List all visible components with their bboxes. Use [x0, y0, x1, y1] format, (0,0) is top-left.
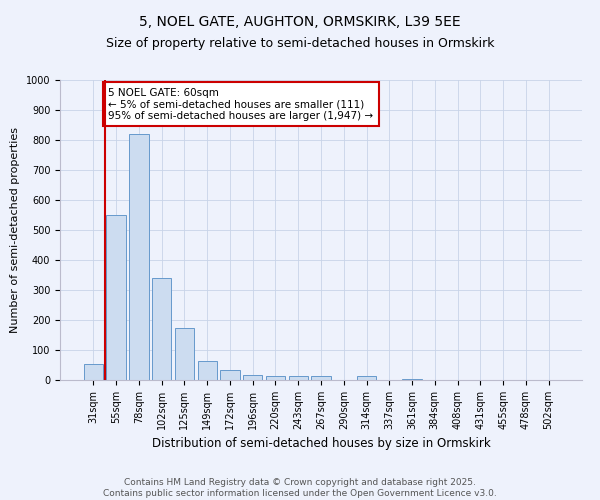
Text: Size of property relative to semi-detached houses in Ormskirk: Size of property relative to semi-detach…: [106, 38, 494, 51]
Bar: [220, 370, 239, 380]
Bar: [197, 360, 217, 380]
Bar: [403, 378, 422, 380]
Bar: [106, 215, 126, 380]
Bar: [175, 328, 194, 380]
Text: 5, NOEL GATE, AUGHTON, ORMSKIRK, L39 5EE: 5, NOEL GATE, AUGHTON, ORMSKIRK, L39 5EE: [139, 15, 461, 29]
Text: Contains HM Land Registry data © Crown copyright and database right 2025.
Contai: Contains HM Land Registry data © Crown c…: [103, 478, 497, 498]
Bar: [243, 374, 262, 380]
Bar: [266, 376, 285, 380]
Y-axis label: Number of semi-detached properties: Number of semi-detached properties: [10, 127, 20, 333]
Text: 5 NOEL GATE: 60sqm
← 5% of semi-detached houses are smaller (111)
95% of semi-de: 5 NOEL GATE: 60sqm ← 5% of semi-detached…: [108, 88, 373, 120]
Bar: [84, 364, 103, 380]
Bar: [152, 278, 172, 380]
Bar: [289, 376, 308, 380]
Bar: [311, 376, 331, 380]
Bar: [129, 134, 149, 380]
Bar: [357, 376, 376, 380]
X-axis label: Distribution of semi-detached houses by size in Ormskirk: Distribution of semi-detached houses by …: [152, 438, 490, 450]
